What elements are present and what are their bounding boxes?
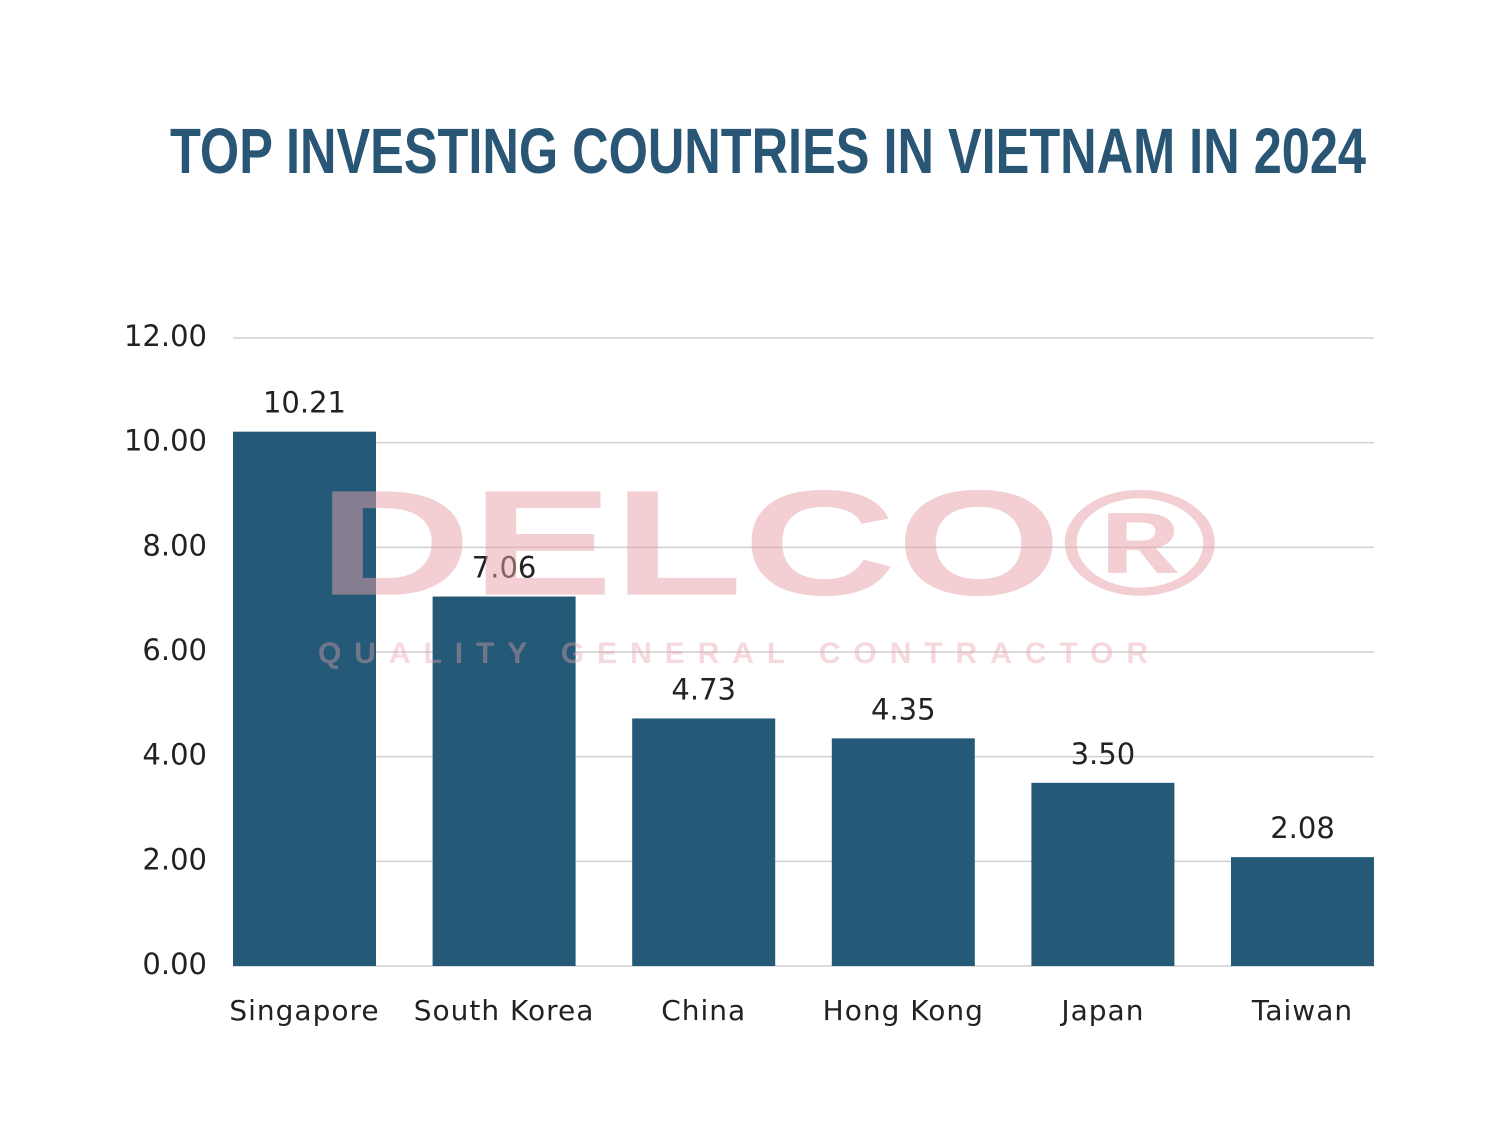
y-tick-label: 2.00 xyxy=(142,842,207,876)
value-label: 4.73 xyxy=(671,672,736,706)
chart-title: TOP INVESTING COUNTRIES IN VIETNAM IN 20… xyxy=(170,115,1366,187)
x-tick-label: China xyxy=(661,994,746,1027)
bar xyxy=(632,718,776,966)
x-tick-label: Hong Kong xyxy=(823,994,984,1027)
y-tick-label: 10.00 xyxy=(124,424,207,458)
x-tick-label: South Korea xyxy=(414,994,595,1027)
y-tick-label: 12.00 xyxy=(124,319,207,353)
value-label: 4.35 xyxy=(871,692,936,726)
value-label: 2.08 xyxy=(1270,811,1335,845)
bar xyxy=(1231,857,1374,966)
bar xyxy=(831,738,975,966)
x-tick-label: Japan xyxy=(1059,994,1144,1027)
y-tick-label: 6.00 xyxy=(142,633,207,667)
bar xyxy=(233,431,376,967)
y-tick-label: 4.00 xyxy=(142,738,207,772)
value-label: 7.06 xyxy=(472,551,537,585)
bar xyxy=(1031,782,1175,966)
x-tick-label: Taiwan xyxy=(1251,994,1353,1027)
watermark-logo: DELCO® xyxy=(318,459,1218,627)
watermark-tagline: QUALITY GENERAL CONTRACTOR xyxy=(318,637,1148,670)
y-tick-label: 0.00 xyxy=(142,947,207,981)
y-tick-label: 8.00 xyxy=(142,528,207,562)
value-label: 3.50 xyxy=(1071,737,1136,771)
x-tick-label: Singapore xyxy=(229,994,379,1027)
bar xyxy=(432,596,576,966)
value-label: 10.21 xyxy=(263,386,346,420)
